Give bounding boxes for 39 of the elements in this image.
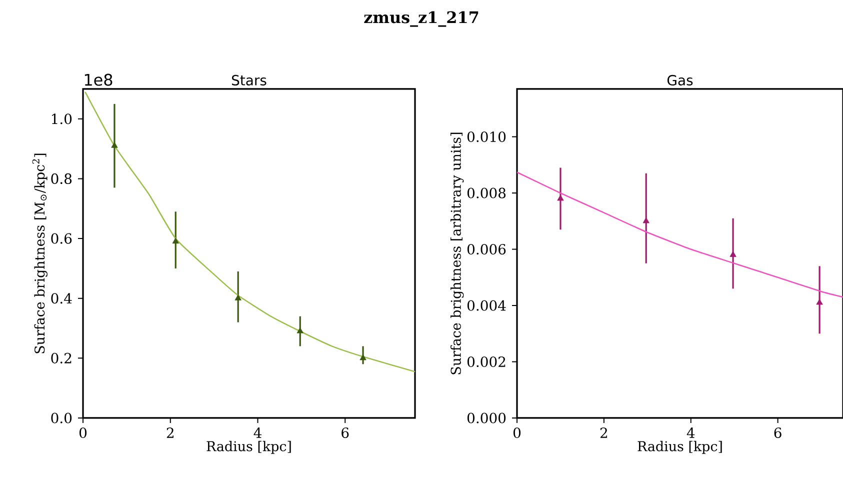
y-tick-label: 0.010 xyxy=(467,132,506,142)
point xyxy=(234,294,242,300)
chart-title: Stars xyxy=(232,74,266,86)
y-tick-label: 0.008 xyxy=(467,188,506,198)
x-tick-label: 0 xyxy=(79,428,87,438)
point xyxy=(816,298,823,305)
y-tick-label: 0.004 xyxy=(467,300,506,311)
text: 1e8 xyxy=(84,74,112,86)
x-tick-label: 2 xyxy=(600,428,608,438)
point xyxy=(557,194,564,201)
x-tick-label: 2 xyxy=(166,428,174,438)
point xyxy=(172,238,179,244)
y-tick-label: 0.2 xyxy=(51,352,72,364)
y-axis-title: Surface brightness [arbitrary units] xyxy=(450,132,464,374)
y-tick-label: 0.000 xyxy=(467,412,506,424)
x-tick-label: 4 xyxy=(686,428,695,438)
y-tick-label: 0.6 xyxy=(51,233,72,244)
text: zmus_z1_217 xyxy=(364,11,478,27)
x-tick-label: 6 xyxy=(774,428,782,438)
y-tick-label: 0.006 xyxy=(467,244,506,255)
point xyxy=(642,217,650,224)
point xyxy=(730,251,736,257)
point xyxy=(111,142,118,148)
y-tick-label: 0.8 xyxy=(51,173,72,184)
point xyxy=(360,354,366,360)
x-axis-title: Radius [kpc] xyxy=(638,440,722,454)
x-tick-label: 0 xyxy=(513,428,521,438)
y-tick-label: 0.002 xyxy=(467,356,506,368)
x-axis-title: Radius [kpc] xyxy=(206,440,291,454)
y-tick-label: 0.0 xyxy=(51,412,72,424)
line-series xyxy=(84,91,416,372)
y-tick-label: 1.0 xyxy=(52,114,72,124)
chart-title: Gas xyxy=(667,74,693,86)
line-series xyxy=(517,172,843,298)
point xyxy=(296,327,304,334)
y-tick-label: 0.4 xyxy=(51,293,72,304)
x-tick-label: 4 xyxy=(254,428,262,438)
y-axis-title: Surface brightness [M$_{⊙}$/kpc$^{2}$] xyxy=(32,154,48,354)
x-tick-label: 6 xyxy=(342,428,349,438)
